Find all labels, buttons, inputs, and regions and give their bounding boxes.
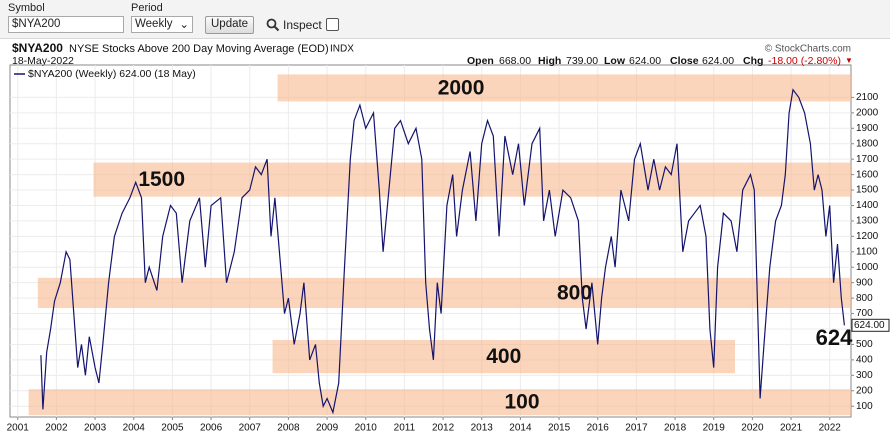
- x-tick-label: 2022: [819, 423, 842, 434]
- y-tick-label: 1000: [856, 262, 879, 273]
- quote-value: 668.00: [499, 55, 531, 67]
- last-price: 624.00: [854, 320, 885, 331]
- quote-label: Chg: [743, 55, 763, 67]
- band: [28, 389, 852, 416]
- series-line: [40, 88, 845, 415]
- quote-label: Low: [604, 55, 626, 67]
- band: [272, 339, 735, 374]
- select-arrow: ⌄: [179, 19, 189, 31]
- x-tick-label: 2017: [625, 423, 648, 434]
- x-tick-label: 2013: [471, 423, 494, 434]
- x-tick-label: 2009: [316, 423, 339, 434]
- x-tick-label: 2006: [200, 423, 223, 434]
- x-tick-label: 2008: [277, 423, 300, 434]
- y-tick-label: 2000: [856, 108, 879, 119]
- y-tick-label: 1300: [856, 216, 879, 227]
- band-label: 100: [505, 391, 540, 414]
- exchange: INDX: [330, 44, 354, 55]
- y-tick-label: 800: [856, 293, 873, 304]
- y-tick-label: 300: [856, 370, 873, 381]
- legend-label: $NYA200 (Weekly) 624.00 (18 May): [28, 68, 196, 80]
- quote-label: Close: [670, 55, 699, 67]
- x-tick-label: 2003: [84, 423, 107, 434]
- x-tick-label: 2011: [394, 423, 416, 434]
- x-tick-label: 2010: [355, 423, 378, 434]
- period-select[interactable]: Weekly ⌄: [131, 16, 193, 33]
- symbol-input[interactable]: $NYA200: [8, 16, 124, 33]
- chart-title: $NYA200: [12, 41, 63, 55]
- band-label: 800: [557, 281, 592, 304]
- quote-value: 739.00: [566, 55, 598, 67]
- source: © StockCharts.com: [765, 44, 851, 55]
- symbol-label: Symbol: [8, 2, 45, 14]
- chart-subtitle: NYSE Stocks Above 200 Day Moving Average…: [69, 43, 329, 55]
- y-tick-label: 1800: [856, 138, 879, 149]
- y-tick-label: 900: [856, 277, 873, 288]
- band-label: 1500: [138, 168, 185, 191]
- y-tick-label: 1600: [856, 169, 879, 180]
- x-tick-label: 2016: [587, 423, 610, 434]
- y-tick-label: 1900: [856, 123, 879, 134]
- update-button[interactable]: Update: [205, 16, 255, 34]
- y-tick-label: 1400: [856, 200, 879, 211]
- inspect-icon: [266, 18, 280, 32]
- y-tick-label: 500: [856, 339, 873, 350]
- toolbar: Symbol $NYA200 Period Weekly ⌄ Update Ins…: [0, 0, 890, 39]
- y-tick-label: 1500: [856, 185, 879, 196]
- y-tick-label: 1100: [856, 246, 878, 257]
- x-tick-label: 2001: [7, 423, 30, 434]
- quote-value: 624.00: [702, 55, 734, 67]
- date: 18-May-2022: [12, 55, 74, 67]
- x-tick-label: 2015: [548, 423, 571, 434]
- y-tick-label: 1700: [856, 154, 879, 165]
- y-tick-label: 400: [856, 355, 873, 366]
- last-price-box: [851, 318, 890, 332]
- y-tick-label: 700: [856, 308, 873, 319]
- y-tick-label: 2100: [856, 92, 879, 103]
- quote-value: 624.00: [629, 55, 661, 67]
- quote-label: High: [538, 55, 561, 67]
- x-tick-label: 2005: [161, 423, 184, 434]
- x-tick-label: 2018: [664, 423, 687, 434]
- plot-frame: [9, 64, 852, 418]
- inspect-label: Inspect: [283, 18, 322, 32]
- band-label: 2000: [438, 76, 485, 99]
- down-arrow: ▼: [845, 56, 853, 65]
- period-label: Period: [131, 2, 163, 14]
- quote-label: Open: [467, 55, 494, 67]
- period-value: Weekly: [135, 18, 173, 30]
- quote-value: -18.00 (-2.80%): [768, 55, 841, 67]
- x-tick-label: 2012: [432, 423, 455, 434]
- band: [277, 74, 851, 102]
- x-tick-label: 2002: [45, 423, 68, 434]
- y-tick-label: 100: [856, 401, 873, 412]
- y-tick-label: 1200: [856, 231, 879, 242]
- x-tick-label: 2020: [741, 423, 764, 434]
- x-tick-label: 2014: [509, 423, 532, 434]
- x-tick-label: 2007: [239, 423, 262, 434]
- band-label: 400: [486, 345, 521, 368]
- last-label: 624: [816, 325, 853, 350]
- x-tick-label: 2019: [703, 423, 726, 434]
- x-tick-label: 2004: [123, 423, 146, 434]
- x-tick-label: 2021: [780, 423, 803, 434]
- y-tick-label: 200: [856, 385, 873, 396]
- band: [37, 277, 851, 309]
- inspect-checkbox[interactable]: [326, 18, 339, 31]
